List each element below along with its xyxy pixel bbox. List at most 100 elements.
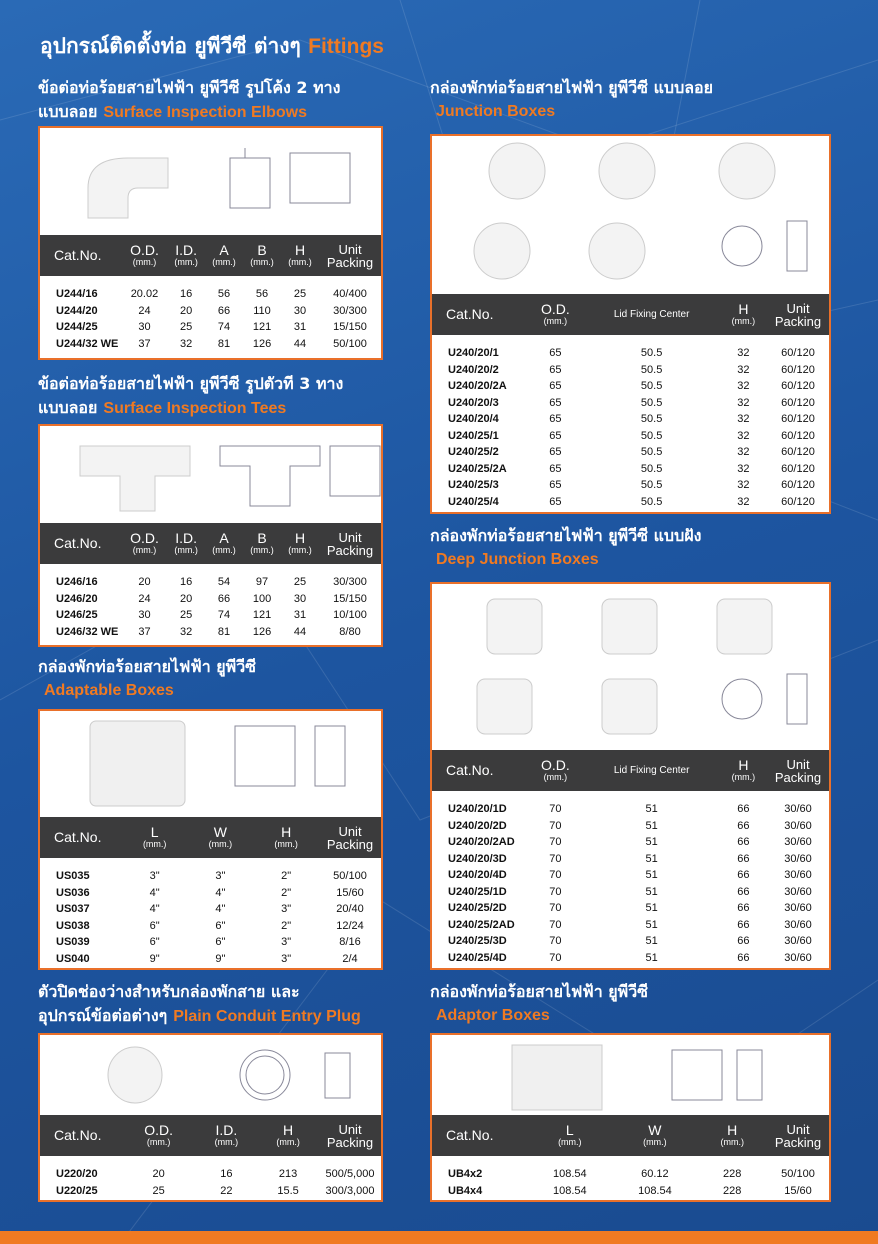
column-label: Unit Packing	[326, 823, 374, 852]
cell: 37	[138, 337, 151, 350]
cell: 50/100	[781, 1168, 815, 1181]
column-label: O.D.	[130, 529, 159, 546]
table-body: U240/20/1 65 50.5 32 60/120 U240/20/2 65 50.5 32…	[432, 335, 829, 510]
cell: 32	[737, 479, 750, 492]
table-header: Cat.No. L (mm.) W (mm.) H (mm.) Unit Packing	[432, 1115, 829, 1156]
cat-no: U240/20/2A	[448, 380, 507, 393]
cat-no: U240/25/2AD	[448, 918, 515, 931]
column-header: Cat.No.	[432, 294, 527, 335]
table-row: US039 6" 6" 3" 8/16	[40, 934, 381, 951]
column-label: Unit Packing	[326, 529, 374, 558]
column-label: H	[281, 823, 292, 840]
cell: 50.5	[640, 462, 663, 475]
section: กล่องพักท่อร้อยสายไฟฟ้า ยูพีวีซี Adaptor …	[430, 980, 831, 1202]
table-row: U240/20/3 65 50.5 32 60/120	[432, 395, 829, 412]
cat-no: U240/25/2D	[448, 902, 507, 915]
column-unit: (mm.)	[720, 1136, 744, 1147]
cell: 44	[293, 625, 307, 638]
cell: 4"	[149, 903, 160, 916]
column-unit: (mm.)	[288, 256, 312, 267]
spec-table: Cat.No. L (mm.) W (mm.) H (mm.) Unit Packing UB4…	[432, 1115, 829, 1199]
column-label: I.D.	[215, 1121, 238, 1138]
cat-no: US036	[56, 886, 90, 899]
column-label: L	[150, 823, 159, 840]
table-body: U240/20/1D 70 51 66 30/60 U240/20/2D 70 51 66 30/…	[432, 791, 829, 966]
column-header: Unit Packing	[767, 294, 829, 335]
cell: 32	[737, 446, 750, 459]
table-row: US040 9" 9" 3" 2/4	[40, 951, 381, 968]
cell: 3"	[281, 936, 292, 949]
header-row: Cat.No. O.D. (mm.) I.D. (mm.) A (mm.) B (mm.) H (m…	[40, 523, 381, 564]
column-label: B	[257, 241, 267, 258]
table-body: UB4x2 108.54 60.12 228 50/100 UB4x4 108.54 108.…	[432, 1156, 829, 1199]
section: ข้อต่อท่อร้อยสายไฟฟ้า ยูพีวีซี รูปตัวที …	[38, 372, 383, 647]
cell: 6"	[215, 936, 226, 949]
cell: 100	[252, 592, 272, 605]
column-label: A	[219, 241, 229, 258]
column-header: Cat.No.	[40, 235, 122, 276]
cell: 108.54	[552, 1184, 587, 1197]
cell: 60.12	[641, 1168, 669, 1181]
cell: 30/60	[784, 819, 812, 832]
cell: 51	[645, 803, 658, 816]
cell: 74	[217, 609, 231, 622]
cell: 60/120	[781, 495, 815, 508]
cell: 2/4	[342, 952, 358, 965]
column-unit: (mm.)	[132, 256, 157, 267]
column-header: L (mm.)	[527, 1115, 612, 1156]
column-label: Cat.No.	[446, 1127, 494, 1143]
title-line: กล่องพักท่อร้อยสายไฟฟ้า ยูพีวีซี แบบฝัง	[430, 524, 831, 548]
cell: 66	[737, 852, 750, 865]
column-label: Cat.No.	[54, 829, 102, 845]
cell: 3"	[281, 952, 292, 965]
section-title: ข้อต่อท่อร้อยสายไฟฟ้า ยูพีวีซี รูปโค้ง 2…	[38, 78, 341, 97]
table-row: US036 4" 4" 2" 15/60	[40, 885, 381, 902]
cell: 65	[549, 363, 562, 376]
cell: 25	[293, 288, 307, 301]
cell: 2"	[281, 919, 292, 932]
cell: 65	[549, 413, 562, 426]
cell: 228	[723, 1168, 742, 1181]
spec-table: Cat.No. L (mm.) W (mm.) H (mm.) Unit Packing US0…	[40, 817, 381, 967]
spec-table: Cat.No. O.D. (mm.) Lid Fixing Center H (mm.) U…	[432, 294, 829, 510]
cell: 25	[179, 609, 193, 622]
table-row: U220/25 25 22 15.5 300/3,000	[40, 1183, 381, 1200]
cell: 81	[217, 625, 231, 638]
column-header: H (mm.)	[281, 523, 319, 564]
column-label: L	[565, 1121, 574, 1138]
column-label: Cat.No.	[446, 762, 494, 778]
table-body: US035 3" 3" 2" 50/100 US036 4" 4" 2" 15/60 US037 4"…	[40, 858, 381, 967]
header-row: Cat.No. O.D. (mm.) Lid Fixing Center H (mm.) U…	[432, 750, 829, 791]
cell: 66	[217, 592, 231, 605]
cell: 25	[293, 576, 307, 589]
cell: 31	[293, 609, 307, 622]
column-header: B (mm.)	[243, 523, 281, 564]
section-title: อุปกรณ์ข้อต่อต่างๆ	[38, 1006, 168, 1025]
table-row: U244/25 30 25 74 121 31 15/150	[40, 319, 381, 336]
table-row: U240/25/2 65 50.5 32 60/120	[432, 444, 829, 461]
cell: 66	[737, 935, 750, 948]
cell: 32	[179, 337, 193, 350]
column-label: W	[213, 823, 228, 840]
column-header: Unit Packing	[767, 750, 829, 791]
cell: 50.5	[640, 363, 663, 376]
title-line: ตัวปิดช่องว่างสำหรับกล่องพักสาย และ	[38, 980, 383, 1004]
product-image	[87, 148, 351, 219]
column-label: H	[738, 300, 749, 317]
column-unit: (mm.)	[250, 544, 274, 555]
cell: 70	[549, 951, 562, 964]
column-header: O.D. (mm.)	[527, 750, 583, 791]
cell: 30/300	[333, 304, 367, 317]
section-subtitle: Deep Junction Boxes	[436, 551, 599, 568]
cell: 50.5	[640, 347, 663, 360]
cell: 8/16	[339, 936, 361, 949]
column-header: Cat.No.	[40, 1115, 122, 1156]
cell: 70	[549, 885, 562, 898]
column-unit: (mm.)	[731, 771, 756, 782]
cell: 32	[737, 347, 750, 360]
cell: 15/60	[784, 1184, 812, 1197]
column-unit: (mm.)	[212, 544, 236, 555]
column-unit: (mm.)	[208, 838, 233, 849]
cell: 9"	[215, 952, 226, 965]
title-line: ข้อต่อท่อร้อยสายไฟฟ้า ยูพีวีซี รูปโค้ง 2…	[38, 76, 383, 100]
